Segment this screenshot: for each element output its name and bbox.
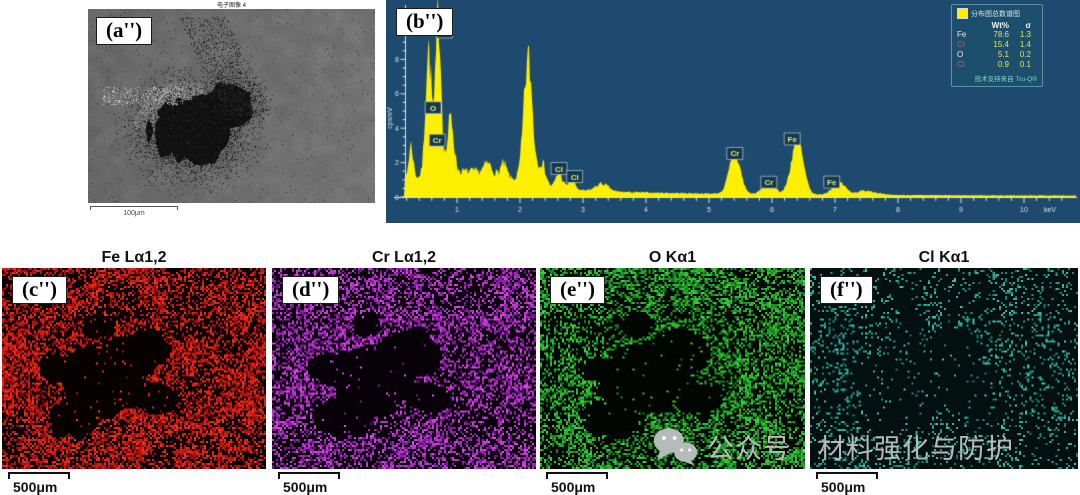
panel-label-d: (d'') xyxy=(282,276,340,304)
map-title-o: O Kα1 xyxy=(648,249,697,266)
map-title-fe: Fe Lα1,2 xyxy=(101,249,167,266)
map-scalebar-label-cl: 500μm xyxy=(821,479,866,495)
legend-title-row: 分布图总数谱图 xyxy=(957,8,1037,19)
legend-col-wt: Wt% xyxy=(991,21,1009,30)
spectrum-swatch-icon xyxy=(957,8,968,19)
map-scalebar-label-fe: 500μm xyxy=(13,479,58,495)
map-panel-fe: Fe Lα1,2 (c'') 500μm xyxy=(2,247,266,495)
sem-scalebar-bracket xyxy=(90,206,178,210)
map-panel-cl: Cl Kα1 (f'') 500μm xyxy=(810,247,1078,495)
map-panel-cr: Cr Lα1,2 (d'') 500μm xyxy=(272,247,536,495)
legend-row-o: O 5.1 0.2 xyxy=(957,50,1031,59)
map-scalebar-label-o: 500μm xyxy=(551,479,596,495)
legend-row-cr: Cr 15.4 1.4 xyxy=(957,40,1031,49)
panel-label-c: (c'') xyxy=(12,276,67,304)
map-scalebar-o: 500μm xyxy=(546,472,608,495)
panel-label-e: (e'') xyxy=(550,276,605,304)
sem-image-header: 电子图像 4 xyxy=(216,3,246,9)
sem-scalebar: 100μm xyxy=(90,206,178,217)
legend-col-sigma: σ xyxy=(1025,21,1031,30)
map-panel-o: O Kα1 (e'') 500μm xyxy=(540,247,805,495)
legend-rows: Fe 78.6 1.3 Cr 15.4 1.4 O 5.1 0.2 Cl 0.9 0.1 xyxy=(957,30,1037,70)
map-scalebar-cl: 500μm xyxy=(816,472,878,495)
legend-row-fe: Fe 78.6 1.3 xyxy=(957,30,1031,39)
panel-label-f: (f'') xyxy=(820,276,873,304)
eds-spectrum-panel: (b'') 分布图总数谱图 Wt% σ Fe 78.6 1.3 Cr 15.4 1.4 O 5… xyxy=(386,0,1080,223)
map-scalebar-cr: 500μm xyxy=(278,472,340,495)
legend-header-row: Wt% σ xyxy=(957,21,1037,30)
map-scalebar-fe: 500μm xyxy=(8,472,70,495)
legend-title: 分布图总数谱图 xyxy=(971,10,1020,18)
sem-scalebar-label: 100μm xyxy=(123,210,145,217)
panel-label-a: (a'') xyxy=(96,17,153,45)
map-scalebar-label-cr: 500μm xyxy=(283,479,328,495)
eds-quant-legend: 分布图总数谱图 Wt% σ Fe 78.6 1.3 Cr 15.4 1.4 O 5.1 0.2 C… xyxy=(951,4,1043,87)
legend-row-cl: Cl 0.9 0.1 xyxy=(957,60,1031,69)
legend-footer: 技术支持来自 Tru-Q® xyxy=(974,76,1037,83)
map-title-cr: Cr Lα1,2 xyxy=(371,249,437,266)
map-title-cl: Cl Kα1 xyxy=(918,249,970,266)
panel-label-b: (b'') xyxy=(396,8,454,36)
